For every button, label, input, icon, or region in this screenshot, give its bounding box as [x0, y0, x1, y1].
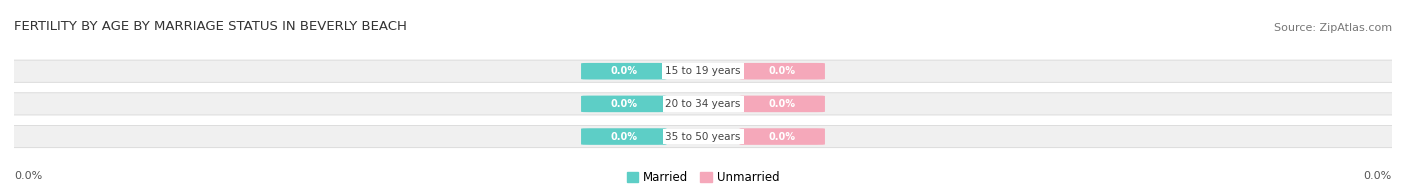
FancyBboxPatch shape — [0, 93, 1406, 115]
Text: 0.0%: 0.0% — [769, 66, 796, 76]
Text: 0.0%: 0.0% — [610, 132, 637, 142]
FancyBboxPatch shape — [581, 63, 666, 80]
Text: 35 to 50 years: 35 to 50 years — [665, 132, 741, 142]
Text: 0.0%: 0.0% — [1364, 171, 1392, 181]
FancyBboxPatch shape — [740, 96, 825, 112]
FancyBboxPatch shape — [740, 63, 825, 80]
FancyBboxPatch shape — [0, 125, 1406, 148]
Text: 15 to 19 years: 15 to 19 years — [665, 66, 741, 76]
Text: 0.0%: 0.0% — [610, 66, 637, 76]
Text: Source: ZipAtlas.com: Source: ZipAtlas.com — [1274, 23, 1392, 33]
Text: 20 to 34 years: 20 to 34 years — [665, 99, 741, 109]
FancyBboxPatch shape — [740, 128, 825, 145]
Text: FERTILITY BY AGE BY MARRIAGE STATUS IN BEVERLY BEACH: FERTILITY BY AGE BY MARRIAGE STATUS IN B… — [14, 20, 406, 33]
FancyBboxPatch shape — [581, 128, 666, 145]
FancyBboxPatch shape — [0, 60, 1406, 82]
FancyBboxPatch shape — [581, 96, 666, 112]
Text: 0.0%: 0.0% — [769, 132, 796, 142]
Text: 0.0%: 0.0% — [610, 99, 637, 109]
Legend: Married, Unmarried: Married, Unmarried — [627, 171, 779, 184]
Text: 0.0%: 0.0% — [769, 99, 796, 109]
Text: 0.0%: 0.0% — [14, 171, 42, 181]
